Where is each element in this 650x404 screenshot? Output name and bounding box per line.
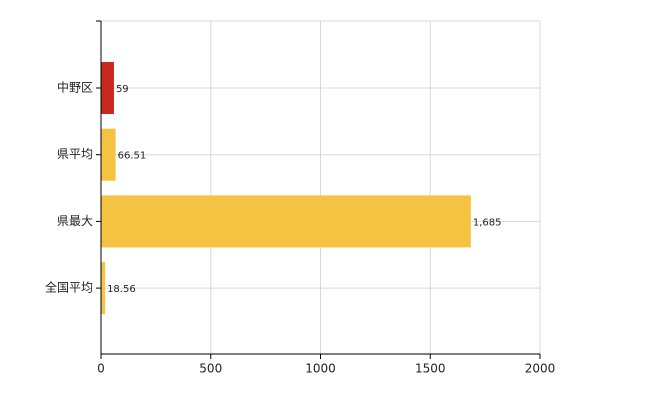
x-tick-label: 2000	[525, 362, 556, 376]
y-tick-label: 県最大	[57, 214, 93, 228]
data-label: 66.51	[118, 151, 147, 162]
x-tick-label: 1000	[305, 362, 336, 376]
x-tick-label: 1500	[415, 362, 446, 376]
data-label: 18.56	[107, 284, 136, 295]
bar	[101, 262, 106, 315]
y-tick-label: 県平均	[57, 147, 93, 161]
y-tick-label: 中野区	[57, 80, 93, 95]
bar	[101, 62, 114, 114]
data-label: 59	[116, 84, 129, 95]
data-label: 1,685	[473, 217, 502, 228]
x-tick-label: 0	[97, 362, 105, 376]
bar	[101, 195, 471, 248]
y-tick-label: 全国平均	[45, 280, 93, 295]
x-tick-label: 500	[199, 362, 222, 376]
bar	[101, 128, 116, 181]
